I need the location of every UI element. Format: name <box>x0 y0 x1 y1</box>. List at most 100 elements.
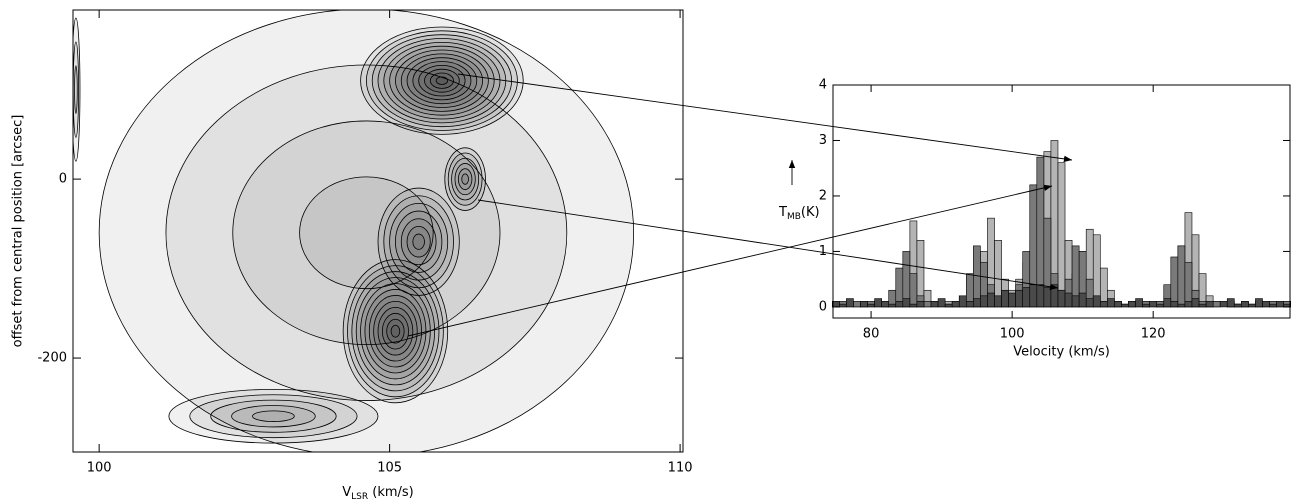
spectrum-bin <box>1099 301 1108 308</box>
contour-level <box>386 318 405 344</box>
spectrum-bin <box>965 301 974 308</box>
spectrum-bin <box>1198 303 1207 308</box>
spectrum-bin <box>895 301 904 308</box>
spectrum-bin <box>902 298 911 308</box>
spectrum-bin <box>1156 303 1165 308</box>
spectrum-bin <box>1233 303 1242 308</box>
spectrum-bin <box>1255 298 1263 308</box>
contour-level <box>347 265 444 398</box>
contour-level <box>355 277 436 386</box>
contour-level <box>400 218 437 266</box>
spectrum-bin <box>1015 289 1024 308</box>
spectrum-bin <box>1177 303 1186 308</box>
spectrum-bin <box>987 292 995 308</box>
spectrum-bin <box>923 301 932 308</box>
spectrum-bin <box>853 301 861 308</box>
contour-level <box>365 30 518 131</box>
spectrum-bin <box>1078 292 1087 308</box>
x-tick-label: 105 <box>377 461 402 476</box>
spectrum-bin <box>1064 292 1073 308</box>
spectrum-bin <box>1043 287 1052 308</box>
arrow <box>477 199 1059 290</box>
y-tick-label: 0 <box>59 172 67 187</box>
spectrum-bin <box>1276 301 1284 308</box>
contour-level <box>189 394 358 439</box>
spectrum-bin <box>881 301 890 308</box>
spectrum-bin <box>1219 301 1228 308</box>
y-axis-label-part: (K) <box>801 205 820 220</box>
spectrum-bin <box>916 301 925 308</box>
spectrum-bin <box>1022 287 1031 308</box>
y-tick-label: 0 <box>819 299 827 314</box>
spectrum-bin <box>1212 301 1221 308</box>
spectrum-bin <box>1170 301 1179 308</box>
contour-level <box>231 405 316 428</box>
spectrum-bin <box>1057 289 1066 308</box>
spectrum-bin <box>909 273 918 308</box>
arrow <box>457 73 1073 163</box>
spectrum-bin <box>930 301 939 308</box>
spectrum-bin <box>1269 303 1277 308</box>
spectrum-bin <box>1177 245 1186 308</box>
contour-level <box>412 233 425 250</box>
spectrum-bin <box>973 298 981 308</box>
series <box>831 284 1292 308</box>
contour-level <box>435 76 449 85</box>
contour-level <box>406 57 478 105</box>
spectrum-bin <box>1248 303 1256 308</box>
x-tick-label: 80 <box>863 327 880 342</box>
spectrum-bin <box>937 298 946 308</box>
contour-level <box>342 259 449 404</box>
contour-level <box>377 306 414 356</box>
contour-level <box>457 168 473 190</box>
contour-level <box>168 388 379 444</box>
contour-level <box>429 72 454 89</box>
y-tick-label: 3 <box>819 133 827 148</box>
spectrum-bin <box>980 295 988 308</box>
spectrum-bin <box>951 301 960 308</box>
contour-level <box>461 173 469 185</box>
contour-level <box>424 68 460 93</box>
contour-level <box>390 324 401 338</box>
contour-level <box>395 210 443 273</box>
x-tick-label: 100 <box>1000 327 1025 342</box>
contour-level <box>418 64 466 97</box>
contour-level <box>371 34 513 128</box>
spectrum-bin <box>888 303 897 308</box>
spectrum-bin <box>846 298 854 308</box>
spectrum-bin <box>1057 162 1066 308</box>
contour-level <box>381 312 409 350</box>
spectrum-bin <box>1135 298 1143 308</box>
contours <box>73 10 634 452</box>
spectrum-bin <box>1142 303 1150 308</box>
spectrum-bin <box>1226 298 1235 308</box>
spectrum-bin <box>1008 292 1016 308</box>
contour-level <box>360 26 524 135</box>
spectrum: 80 100 120 0 1 2 3 4 Velocity (km/s) TMB(K) <box>778 78 1292 360</box>
spectrum-bin <box>839 303 847 308</box>
y-axis-label: TMB(K) <box>778 205 820 222</box>
spectrum-bin <box>1085 298 1094 308</box>
spectrum-bin <box>1121 303 1129 308</box>
spectrum-bin <box>860 301 868 308</box>
contour-level <box>368 295 422 368</box>
contour-level <box>74 65 78 114</box>
contour-level <box>210 399 337 433</box>
spectrum-bin <box>1071 295 1080 308</box>
contour-level <box>451 157 480 201</box>
y-tick-label: -200 <box>37 351 67 366</box>
y-axis-label-part: MB <box>787 212 801 222</box>
x-axis-label: Velocity (km/s) <box>1013 345 1110 360</box>
spectrum-bin <box>994 295 1002 308</box>
x-tick-label: 110 <box>668 461 693 476</box>
contour-level <box>252 410 295 422</box>
spectrum-bin <box>1092 295 1101 308</box>
spectrum-bin <box>874 298 882 308</box>
contour-level <box>299 176 434 290</box>
spectrum-bin <box>1184 301 1193 308</box>
spectrum-bin <box>1241 301 1249 308</box>
spectrum-bin <box>1036 284 1045 308</box>
contour-level <box>98 10 634 452</box>
x-axis-label-part: (km/s) <box>368 485 414 500</box>
x-axis-label-part: LSR <box>351 492 368 501</box>
